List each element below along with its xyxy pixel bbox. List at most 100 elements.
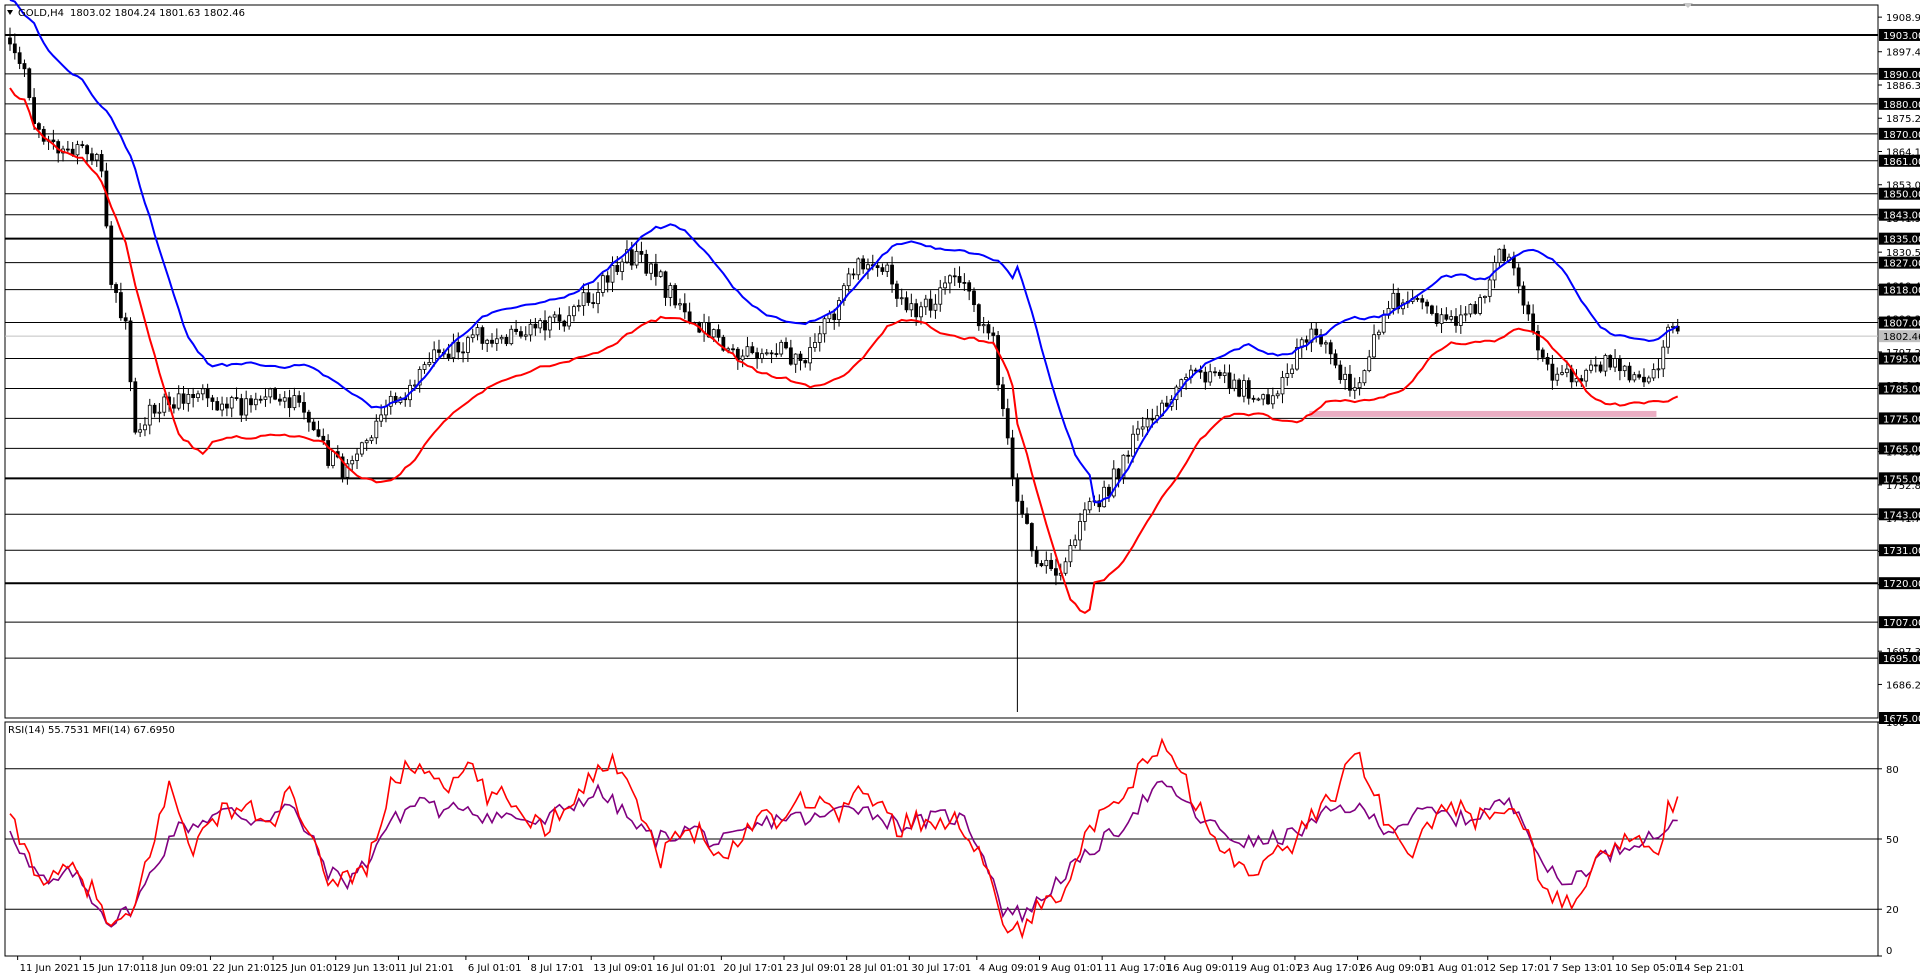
- candle: [822, 316, 827, 343]
- candle: [1656, 358, 1661, 379]
- candle: [1584, 368, 1589, 387]
- candle-body: [364, 440, 369, 444]
- candle-body: [1242, 380, 1246, 397]
- candle-body: [1593, 364, 1598, 367]
- candle-body: [620, 261, 625, 272]
- chart-shift-marker[interactable]: [1683, 3, 1693, 8]
- candle-body: [1526, 304, 1531, 315]
- indicator-pane[interactable]: 100 80 50 20 0 RSI(14) 55.7531 MFI(14) 67.69…: [4, 718, 1905, 957]
- time-axis[interactable]: 11 Jun 2021 15 Jun 17:01 18 Jun 09:01 22 Ju…: [17, 956, 1745, 974]
- candle: [1483, 295, 1487, 304]
- candle-body: [302, 401, 306, 413]
- candle-body: [1637, 374, 1642, 378]
- candle: [1078, 512, 1082, 550]
- candle-body: [1632, 374, 1637, 381]
- candle: [1671, 322, 1675, 334]
- candle-body: [1328, 342, 1333, 355]
- candle-body: [1097, 500, 1102, 508]
- candle: [1285, 363, 1290, 386]
- level-price-tag-label: 1890.00: [1883, 70, 1920, 81]
- price-pane[interactable]: 1908.95 1897.40 1886.30 1875.20 1864.10 1853.…: [4, 0, 1920, 725]
- candle: [224, 397, 229, 417]
- indicator-axis[interactable]: 100 80 50 20 0: [1878, 718, 1905, 957]
- candle-body: [1646, 377, 1651, 383]
- candle-body: [326, 440, 331, 466]
- candle-body: [162, 396, 167, 413]
- candle-body: [991, 332, 996, 336]
- candle-body: [1261, 394, 1266, 400]
- level-price-tag-label: 1755.00: [1883, 474, 1920, 485]
- candle: [861, 255, 866, 274]
- candle: [1126, 450, 1131, 464]
- candle-body: [215, 401, 220, 411]
- candle: [374, 414, 379, 445]
- candle: [1613, 349, 1617, 373]
- indicator-lines: [9, 737, 1679, 940]
- price-tick-label: 1897.40: [1886, 48, 1920, 59]
- candle-body: [1246, 380, 1251, 399]
- candle: [191, 387, 196, 408]
- candle-body: [813, 342, 817, 348]
- candle: [519, 326, 523, 339]
- support-zone: [1309, 410, 1657, 417]
- candle: [1666, 324, 1670, 354]
- candle: [851, 268, 856, 280]
- upper-band-line: [9, 0, 1679, 504]
- candle: [962, 273, 967, 291]
- candle: [808, 337, 813, 371]
- candle-body: [1275, 393, 1280, 397]
- level-price-tag: [1879, 316, 1920, 329]
- candle-body: [687, 311, 692, 324]
- level-price-tag-label: 1743.00: [1883, 510, 1920, 521]
- candle-body: [1140, 426, 1145, 430]
- candle-body: [928, 298, 933, 311]
- time-tick-label: 15 Jun 17:01: [82, 963, 146, 974]
- candle-body: [923, 298, 928, 308]
- triangle-down-icon[interactable]: [7, 10, 13, 15]
- candle: [1545, 352, 1550, 371]
- candle-body: [109, 225, 114, 285]
- candle-body: [1357, 382, 1362, 389]
- candle: [8, 27, 12, 51]
- candle: [1319, 329, 1323, 347]
- candle: [1434, 305, 1439, 327]
- price-tick-label: 1830.50: [1886, 248, 1920, 259]
- time-tick-label: 11 Jun 2021: [20, 963, 80, 974]
- candle: [1463, 306, 1468, 322]
- level-price-tag-label: 1785.00: [1883, 384, 1920, 395]
- candle-body: [273, 388, 278, 400]
- candle-body: [625, 249, 629, 263]
- candle-body: [316, 429, 321, 437]
- candle: [1246, 377, 1251, 405]
- price-tick-label: 1908.95: [1886, 13, 1920, 24]
- candle-body: [1111, 468, 1116, 497]
- candle-body: [755, 352, 759, 359]
- candle-body: [629, 249, 634, 266]
- time-tick-label: 2 Sep 17:01: [1490, 963, 1550, 974]
- candle-body: [417, 369, 422, 386]
- candle-body: [981, 324, 986, 327]
- candle-body: [1227, 372, 1232, 389]
- candle-body: [957, 276, 962, 283]
- candle-body: [422, 364, 427, 370]
- candle: [1044, 551, 1049, 574]
- candle-body: [866, 264, 870, 270]
- candle: [422, 361, 427, 374]
- candle: [109, 221, 114, 289]
- level-price-tag: [1879, 442, 1920, 455]
- candle: [437, 339, 441, 360]
- candle: [673, 283, 678, 309]
- candle-body: [976, 304, 981, 327]
- candle-body: [123, 317, 128, 322]
- candle-body: [306, 411, 311, 423]
- candle: [1338, 360, 1343, 384]
- level-price-tag: [1879, 256, 1920, 269]
- candle: [46, 135, 51, 151]
- price-axis[interactable]: 1908.95 1897.40 1886.30 1875.20 1864.10 1853.…: [1878, 13, 1920, 725]
- candle: [774, 343, 779, 358]
- candle: [22, 59, 27, 77]
- support-zone-rect[interactable]: [1309, 410, 1657, 417]
- candle-body: [581, 292, 586, 307]
